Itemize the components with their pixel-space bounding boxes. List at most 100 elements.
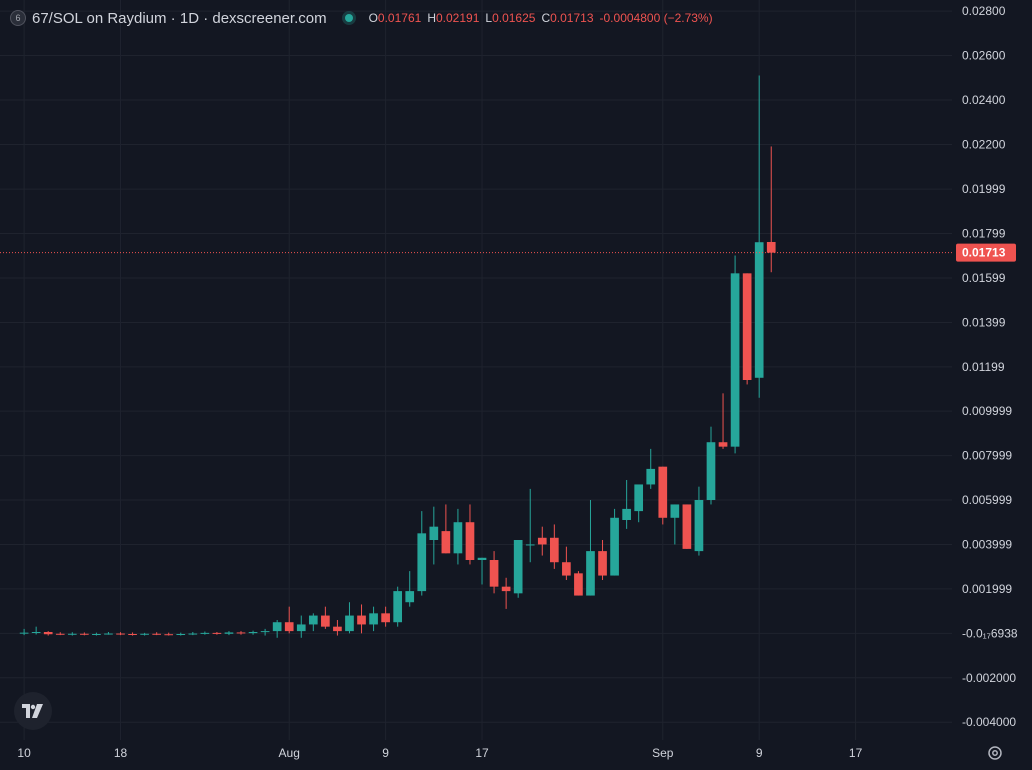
candle — [549, 524, 559, 569]
x-tick-label: 9 — [382, 746, 389, 760]
candle — [429, 506, 439, 565]
candle-body — [682, 504, 692, 549]
x-tick-label: 18 — [114, 746, 128, 760]
y-tick-label: 0.02200 — [962, 137, 1006, 151]
token-logo-icon: 6 — [10, 10, 26, 26]
candle — [188, 632, 198, 636]
candle — [212, 632, 222, 635]
candle — [92, 632, 101, 636]
candle-body — [574, 573, 583, 596]
candle-body — [188, 633, 198, 635]
chart-legend: 6 67/SOL on Raydium · 1D · dexscreener.c… — [10, 7, 713, 29]
y-tick-label: 0.003999 — [962, 537, 1012, 551]
candle — [766, 146, 776, 273]
candle-body — [128, 634, 137, 635]
candle — [525, 488, 535, 563]
candle — [272, 620, 282, 638]
live-status-icon — [344, 14, 353, 22]
candle-body — [441, 531, 451, 554]
candle-body — [333, 626, 342, 632]
close-value: 0.01713 — [550, 11, 594, 25]
candle-body — [369, 613, 378, 625]
y-tick-label: 0.01399 — [962, 315, 1006, 329]
x-tick-label: 9 — [756, 746, 763, 760]
candle-body — [308, 615, 318, 625]
y-tick-label: 0.01799 — [962, 227, 1006, 241]
candle-body — [670, 504, 680, 518]
candle-body — [321, 615, 330, 627]
open-value: 0.01761 — [377, 11, 422, 25]
candle — [284, 606, 294, 634]
candle-body — [200, 632, 210, 634]
candle — [128, 632, 137, 636]
candle-body — [393, 591, 403, 623]
y-tick-label: 0.01999 — [962, 182, 1006, 196]
candle-body — [658, 466, 668, 518]
candle-body — [104, 633, 113, 635]
candle-body — [43, 632, 53, 635]
candle — [104, 632, 113, 635]
y-tick-label: 0.01199 — [962, 360, 1005, 374]
candle-body — [224, 632, 234, 634]
candle-body — [176, 634, 186, 635]
open-key: O — [368, 11, 378, 25]
y-tick-label: -0.0₁₇6938 — [962, 626, 1018, 640]
candle — [80, 632, 89, 636]
candle — [441, 504, 451, 554]
candle-body — [742, 273, 752, 380]
candle-body — [31, 632, 41, 633]
time-axis[interactable]: 10 18 Aug 9 17 Sep 9 17 — [17, 746, 862, 760]
candle — [694, 486, 704, 556]
candle — [19, 628, 29, 636]
close-key: C — [541, 11, 551, 25]
candle — [598, 540, 607, 580]
candle-body — [730, 273, 740, 447]
candle-body — [634, 484, 644, 512]
candle-body — [272, 622, 282, 632]
high-key: H — [427, 11, 436, 25]
tradingview-logo-icon[interactable] — [14, 692, 52, 730]
candle — [164, 632, 174, 636]
candle-body — [465, 522, 475, 560]
candle-body — [489, 560, 499, 587]
candle — [682, 504, 692, 549]
candle — [489, 551, 499, 594]
candle-body — [19, 632, 29, 634]
candle-body — [513, 540, 523, 594]
y-tick-label: 0.009999 — [962, 404, 1012, 418]
candle-body — [429, 526, 439, 540]
last-price-badge-group: 0.01713 — [956, 243, 1016, 262]
candle — [586, 500, 595, 596]
candle-body — [417, 533, 427, 592]
candle-body — [525, 544, 535, 546]
x-tick-label: Aug — [279, 746, 300, 760]
candle — [381, 606, 390, 627]
last-price-label: 0.01713 — [962, 246, 1006, 260]
candle-body — [236, 632, 246, 634]
candle — [453, 508, 463, 565]
x-tick-label: 17 — [475, 746, 489, 760]
candle-body — [754, 242, 764, 378]
symbol-title[interactable]: 67/SOL on Raydium · 1D · dexscreener.com — [32, 9, 327, 27]
candle — [742, 273, 752, 385]
candle-body — [260, 631, 270, 633]
candle-body — [140, 633, 149, 635]
candle — [562, 546, 571, 580]
candle — [345, 602, 354, 634]
candle — [369, 606, 378, 632]
candle-body — [694, 500, 704, 552]
candle — [296, 615, 306, 638]
candle — [658, 466, 668, 525]
candle — [622, 480, 631, 529]
candle — [236, 631, 246, 635]
settings-gear-icon[interactable] — [986, 744, 1004, 762]
candle-body — [706, 442, 716, 500]
price-axis[interactable]: 0.02800 0.02600 0.02400 0.02200 0.01999 0.017… — [962, 4, 1018, 729]
candle-body — [345, 615, 354, 632]
candle-body — [537, 537, 547, 545]
low-value: 0.01625 — [492, 11, 536, 25]
candle-body — [405, 591, 415, 603]
candle — [333, 620, 342, 636]
y-tick-label: 0.005999 — [962, 493, 1012, 507]
